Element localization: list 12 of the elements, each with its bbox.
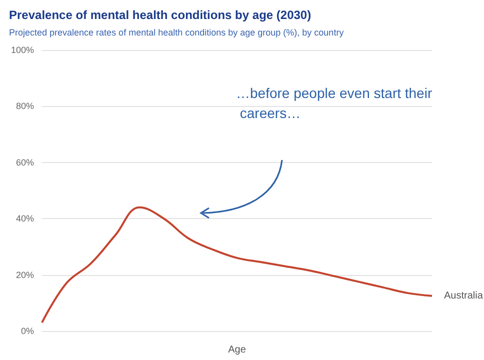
annotation: …before people even start their careers… — [236, 85, 432, 121]
line-series — [41, 206, 433, 324]
chart-subtitle: Projected prevalence rates of mental health conditions by age group (%), by country — [9, 28, 344, 38]
x-axis-title: Age — [228, 344, 246, 356]
y-tick-label: 0% — [20, 326, 34, 336]
y-tick-label: 40% — [16, 214, 34, 224]
y-tick-label: 20% — [16, 270, 34, 280]
chart-title: Prevalence of mental health conditions by age (2030) — [9, 8, 312, 22]
series-label: Australia — [444, 290, 484, 302]
y-tick-label: 80% — [16, 101, 34, 112]
y-tick-label: 100% — [10, 45, 34, 55]
y-tick-label: 60% — [16, 157, 34, 168]
